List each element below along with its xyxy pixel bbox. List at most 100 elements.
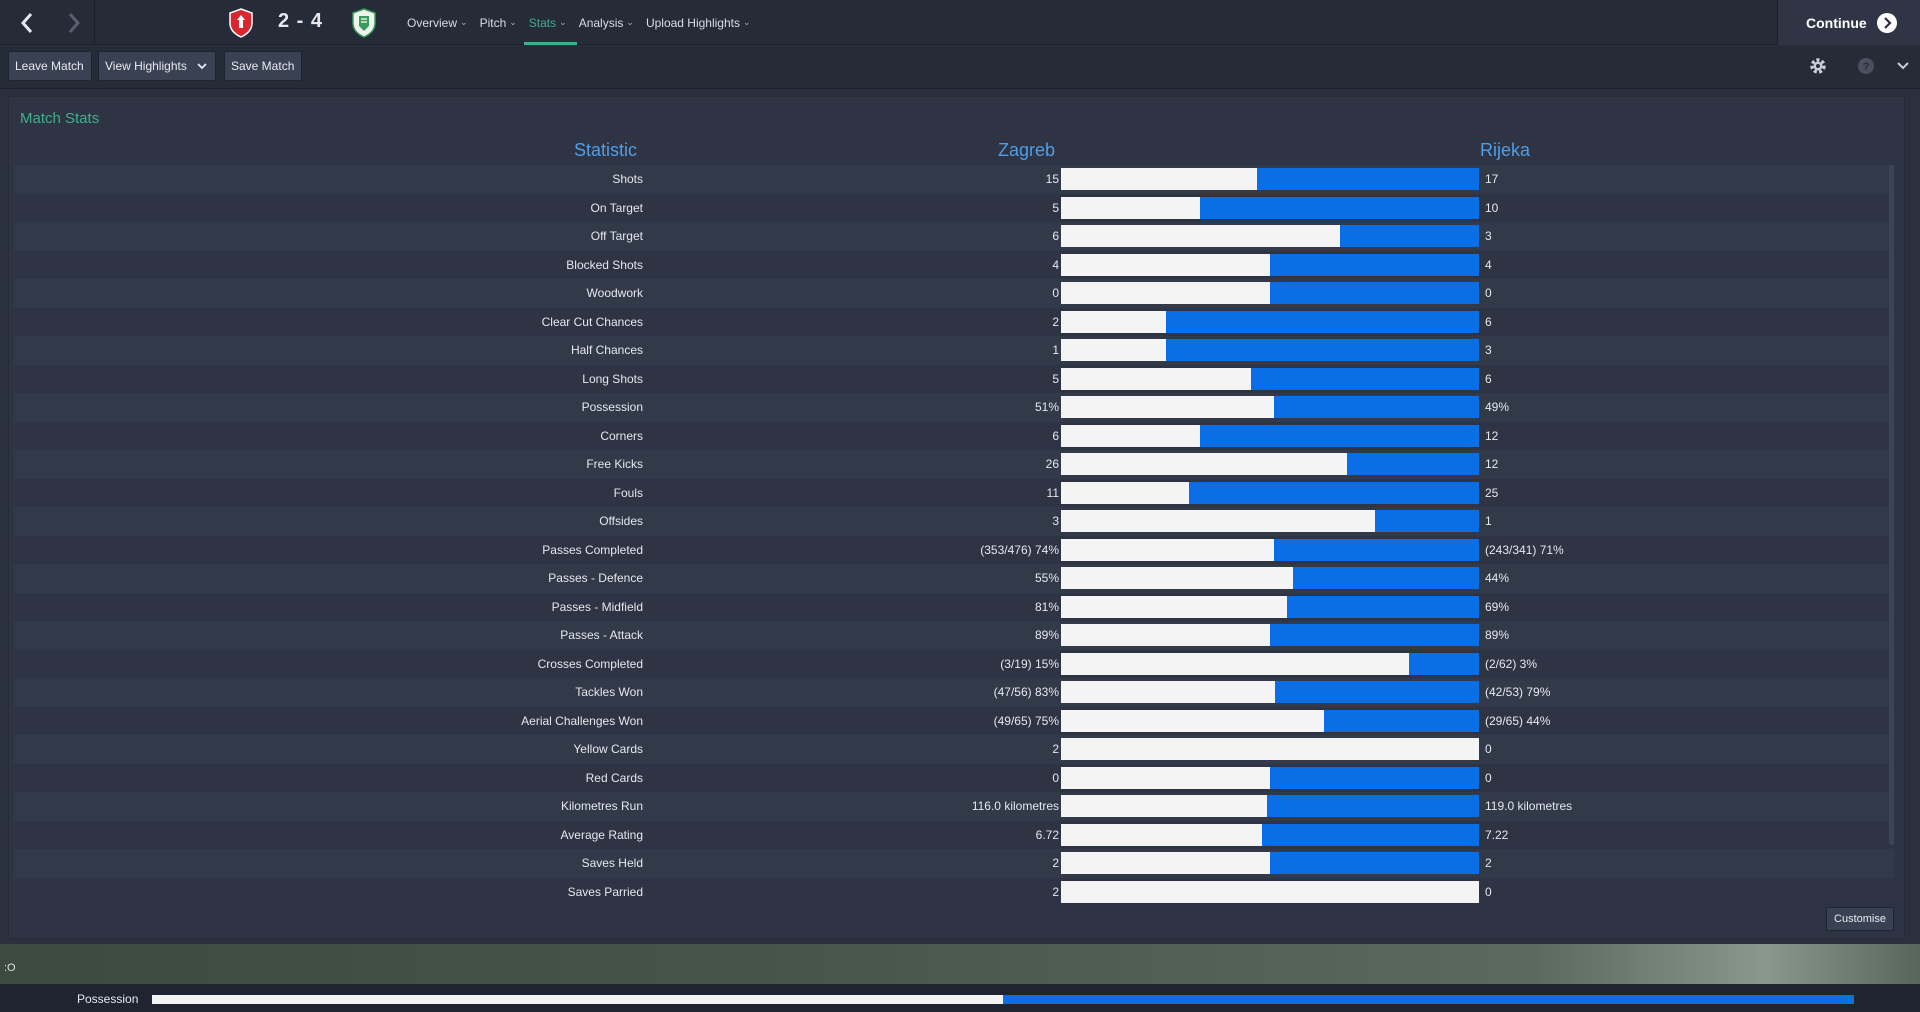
stat-row: Saves Held 2 2	[14, 849, 1894, 878]
stat-label: Passes - Attack	[560, 628, 643, 642]
stat-home-value: (3/19) 15%	[1000, 656, 1059, 671]
stat-comparison-bar	[1061, 481, 1479, 504]
tab-label: Stats	[528, 15, 557, 30]
arrow-right-icon	[1876, 12, 1897, 33]
leave-match-button[interactable]: Leave Match	[8, 51, 92, 81]
stat-label: Crosses Completed	[537, 656, 643, 671]
stat-home-value: 4	[1052, 257, 1059, 272]
stat-label: Half Chances	[570, 343, 643, 357]
chevron-down-icon: ⌄	[626, 17, 634, 27]
stat-label: Aerial Challenges Won	[521, 713, 643, 728]
stat-comparison-bar	[1061, 339, 1479, 361]
tab-pitch[interactable]: Pitch ⌄	[480, 0, 525, 45]
stat-label: Clear Cut Chances	[541, 314, 643, 329]
stat-comparison-bar	[1061, 681, 1479, 703]
stat-row: Average Rating 6.72 7.22	[14, 821, 1894, 850]
stat-home-value: (47/56) 83%	[993, 685, 1059, 699]
tab-overview[interactable]: Overview ⌄	[407, 0, 476, 45]
customise-button[interactable]: Customise	[1826, 907, 1894, 931]
stat-home-bar	[1061, 481, 1189, 504]
stat-comparison-bar	[1061, 453, 1479, 475]
home-team-column-header[interactable]: Zagreb	[998, 140, 1056, 160]
stat-home-value: (353/476) 74%	[980, 542, 1059, 557]
tab-analysis[interactable]: Analysis ⌄	[579, 0, 642, 45]
stat-away-value: 119.0 kilometres	[1485, 799, 1573, 813]
stat-label: Tackles Won	[575, 685, 643, 699]
scrollbar[interactable]	[1889, 165, 1894, 845]
stat-label: Yellow Cards	[573, 742, 643, 756]
stat-label: Blocked Shots	[566, 257, 643, 272]
stat-row: Off Target 6 3	[14, 222, 1894, 251]
stat-home-bar	[1061, 538, 1275, 561]
stat-home-value: 0	[1052, 770, 1059, 785]
stat-home-bar	[1061, 567, 1294, 589]
panel-title: Match Stats	[20, 110, 100, 127]
stat-away-value: 4	[1485, 257, 1492, 272]
stat-away-value: 0	[1485, 286, 1492, 300]
tab-label: Pitch	[479, 15, 507, 30]
stat-away-value: 6	[1485, 314, 1492, 329]
stat-label: Corners	[600, 428, 643, 443]
stat-home-bar	[1061, 709, 1325, 732]
stat-comparison-bar	[1061, 538, 1479, 561]
stat-label: Long Shots	[582, 371, 643, 386]
stat-row: Aerial Challenges Won (49/65) 75% (29/65) …	[14, 707, 1894, 736]
toolbar-expand-button[interactable]	[1889, 52, 1917, 80]
away-team-column-header[interactable]: Rijeka	[1480, 140, 1531, 160]
stat-away-value: (42/53) 79%	[1485, 685, 1551, 699]
stat-home-value: 6.72	[1035, 827, 1059, 842]
stat-home-bar	[1061, 196, 1201, 219]
tab-upload-highlights[interactable]: Upload Highlights ⌄	[646, 0, 759, 45]
stat-row: Red Cards 0 0	[14, 764, 1894, 793]
stat-label: Off Target	[590, 229, 643, 243]
stat-row: Passes - Attack 89% 89%	[14, 621, 1894, 650]
stat-row: Corners 6 12	[14, 422, 1894, 451]
stats-table: Shots 15 17 On Target 5 10 Off Target 6 3 Blocked…	[14, 165, 1894, 906]
stat-home-value: 2	[1052, 884, 1059, 899]
stat-label: Shots	[612, 172, 643, 186]
chevron-down-icon	[1897, 62, 1909, 70]
help-button[interactable]: ?	[1852, 52, 1880, 80]
stat-home-bar	[1061, 738, 1479, 760]
away-team-crest-icon[interactable]	[351, 8, 377, 38]
stat-comparison-bar	[1061, 225, 1479, 247]
stat-comparison-bar	[1061, 595, 1479, 618]
stat-away-value: (2/62) 3%	[1485, 656, 1538, 671]
stat-home-bar	[1061, 823, 1263, 846]
stat-row: On Target 5 10	[14, 194, 1894, 223]
home-team-crest-icon[interactable]	[228, 8, 254, 38]
forward-button[interactable]	[50, 0, 97, 45]
nav-divider	[94, 0, 95, 45]
stat-away-value: (29/65) 44%	[1485, 713, 1551, 728]
stat-label: Red Cards	[585, 770, 643, 785]
stat-home-bar	[1061, 367, 1252, 390]
stat-comparison-bar	[1061, 823, 1479, 846]
stat-home-value: 2	[1052, 856, 1059, 870]
stat-comparison-bar	[1061, 510, 1479, 532]
match-score: 2 - 4	[278, 10, 324, 32]
stat-home-bar	[1061, 880, 1479, 903]
stat-comparison-bar	[1061, 795, 1479, 817]
save-match-button[interactable]: Save Match	[224, 51, 302, 81]
stat-row: Crosses Completed (3/19) 15% (2/62) 3%	[14, 650, 1894, 679]
stat-home-bar	[1061, 168, 1258, 190]
stat-comparison-bar	[1061, 624, 1479, 646]
stat-row: Long Shots 5 6	[14, 365, 1894, 394]
stat-comparison-bar	[1061, 852, 1479, 874]
stat-row: Clear Cut Chances 2 6	[14, 308, 1894, 337]
stat-home-bar	[1061, 453, 1347, 475]
match-toolbar: Leave Match View Highlights Save Match ?	[0, 46, 1920, 89]
top-bar: 2 - 4 Overview ⌄ Pitch ⌄ Stats ⌄ Analysis ⌄ Uplo…	[0, 0, 1920, 45]
stat-away-value: 89%	[1485, 628, 1510, 642]
stat-label: On Target	[590, 200, 643, 215]
stat-label: Passes - Midfield	[551, 599, 643, 614]
pitch-text: :O	[4, 962, 16, 974]
stat-home-value: 2	[1052, 314, 1059, 329]
tab-stats[interactable]: Stats ⌄	[523, 0, 577, 45]
view-highlights-dropdown[interactable]: View Highlights	[98, 51, 216, 81]
continue-button[interactable]: Continue	[1777, 0, 1920, 45]
settings-button[interactable]	[1804, 52, 1832, 80]
stat-comparison-bar	[1061, 282, 1479, 304]
back-button[interactable]	[3, 0, 50, 45]
stat-row: Kilometres Run 116.0 kilometres 119.0 kilo…	[14, 792, 1894, 821]
